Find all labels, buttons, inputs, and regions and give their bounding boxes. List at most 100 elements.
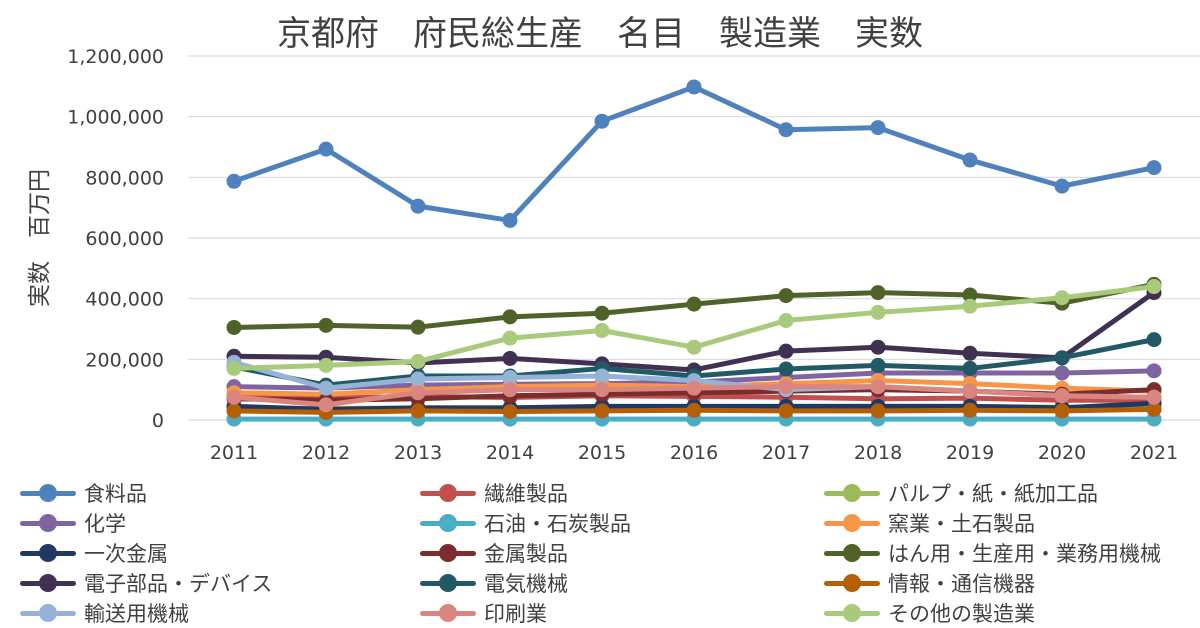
data-point xyxy=(1146,160,1162,176)
data-point xyxy=(962,360,978,376)
series-group xyxy=(226,79,1162,228)
data-point xyxy=(778,379,794,395)
data-point xyxy=(226,389,242,405)
data-point xyxy=(778,361,794,377)
legend-item: 電気機械 xyxy=(418,568,568,598)
data-point xyxy=(778,122,794,138)
legend-label: その他の製造業 xyxy=(888,602,1035,626)
legend-item: 電子部品・デバイス xyxy=(18,568,272,598)
legend-swatch-marker xyxy=(39,514,57,532)
data-point xyxy=(502,309,518,325)
data-point xyxy=(318,397,334,413)
data-point xyxy=(502,212,518,228)
legend-item: 情報・通信機器 xyxy=(822,568,1035,598)
legend-label: はん用・生産用・業務用機械 xyxy=(888,542,1161,566)
data-point xyxy=(686,380,702,396)
legend-swatch-marker xyxy=(843,514,861,532)
legend-swatch xyxy=(18,568,78,598)
legend-swatch xyxy=(822,598,882,628)
legend-item: 一次金属 xyxy=(18,538,168,568)
data-point xyxy=(594,403,610,419)
data-point xyxy=(502,350,518,366)
series-line xyxy=(231,84,1157,223)
x-tick-label: 2021 xyxy=(1130,442,1178,464)
legend-swatch xyxy=(418,478,478,508)
legend-label: 一次金属 xyxy=(84,542,168,566)
legend-swatch xyxy=(822,568,882,598)
data-point xyxy=(502,330,518,346)
data-point xyxy=(962,402,978,418)
x-tick-label: 2012 xyxy=(302,442,350,464)
legend-item: パルプ・紙・紙加工品 xyxy=(822,478,1098,508)
data-point xyxy=(594,323,610,339)
legend-label: 金属製品 xyxy=(484,542,568,566)
series-group xyxy=(226,276,1162,335)
data-point xyxy=(686,402,702,418)
legend-item: 石油・石炭製品 xyxy=(418,508,631,538)
data-point xyxy=(226,319,242,335)
data-point xyxy=(410,371,426,387)
legend-swatch-marker xyxy=(39,544,57,562)
legend-label: 電子部品・デバイス xyxy=(84,572,273,596)
data-point xyxy=(226,360,242,376)
data-point xyxy=(410,319,426,335)
x-tick-label: 2016 xyxy=(670,442,718,464)
legend-swatch xyxy=(822,478,882,508)
legend-label: 繊維製品 xyxy=(484,482,568,506)
data-point xyxy=(318,317,334,333)
data-point xyxy=(870,304,886,320)
legend-label: 情報・通信機器 xyxy=(888,572,1035,596)
legend-swatch-marker xyxy=(843,484,861,502)
data-point xyxy=(410,353,426,369)
legend-swatch-marker xyxy=(39,574,57,592)
y-tick-label: 600,000 xyxy=(85,228,164,250)
legend-swatch-marker xyxy=(439,514,457,532)
y-tick-label: 800,000 xyxy=(85,167,164,189)
data-point xyxy=(594,368,610,384)
data-point xyxy=(1054,365,1070,381)
legend-swatch-marker xyxy=(439,604,457,622)
data-point xyxy=(778,313,794,329)
data-point xyxy=(1146,279,1162,295)
legend-label: 窯業・土石製品 xyxy=(888,512,1035,536)
chart-title: 京都府 府民総生産 名目 製造業 実数 xyxy=(277,14,923,54)
legend-swatch-marker xyxy=(843,604,861,622)
x-tick-label: 2015 xyxy=(578,442,626,464)
data-point xyxy=(778,343,794,359)
legend-item: 化学 xyxy=(18,508,126,538)
data-point xyxy=(1054,178,1070,194)
data-point xyxy=(686,296,702,312)
legend-swatch-marker xyxy=(843,544,861,562)
y-tick-label: 1,200,000 xyxy=(67,46,164,68)
legend-swatch xyxy=(18,508,78,538)
legend-swatch xyxy=(822,508,882,538)
data-point xyxy=(962,383,978,399)
legend-swatch-marker xyxy=(439,574,457,592)
data-point xyxy=(502,404,518,420)
data-point xyxy=(778,288,794,304)
data-point xyxy=(1146,332,1162,348)
data-point xyxy=(686,339,702,355)
data-point xyxy=(1146,363,1162,379)
x-tick-label: 2018 xyxy=(854,442,902,464)
data-point xyxy=(870,120,886,136)
x-tick-label: 2013 xyxy=(394,442,442,464)
x-tick-label: 2020 xyxy=(1038,442,1086,464)
series-group xyxy=(226,379,1162,413)
data-point xyxy=(870,285,886,301)
data-point xyxy=(1146,389,1162,405)
data-point xyxy=(502,382,518,398)
legend-swatch xyxy=(18,598,78,628)
legend-swatch xyxy=(822,538,882,568)
data-point xyxy=(594,113,610,129)
x-tick-label: 2019 xyxy=(946,442,994,464)
data-point xyxy=(594,305,610,321)
data-point xyxy=(226,173,242,189)
y-tick-label: 200,000 xyxy=(85,349,164,371)
legend-label: 電気機械 xyxy=(484,572,568,596)
y-tick-label: 0 xyxy=(152,410,164,432)
legend-item: その他の製造業 xyxy=(822,598,1035,628)
x-tick-label: 2014 xyxy=(486,442,534,464)
data-point xyxy=(1054,290,1070,306)
